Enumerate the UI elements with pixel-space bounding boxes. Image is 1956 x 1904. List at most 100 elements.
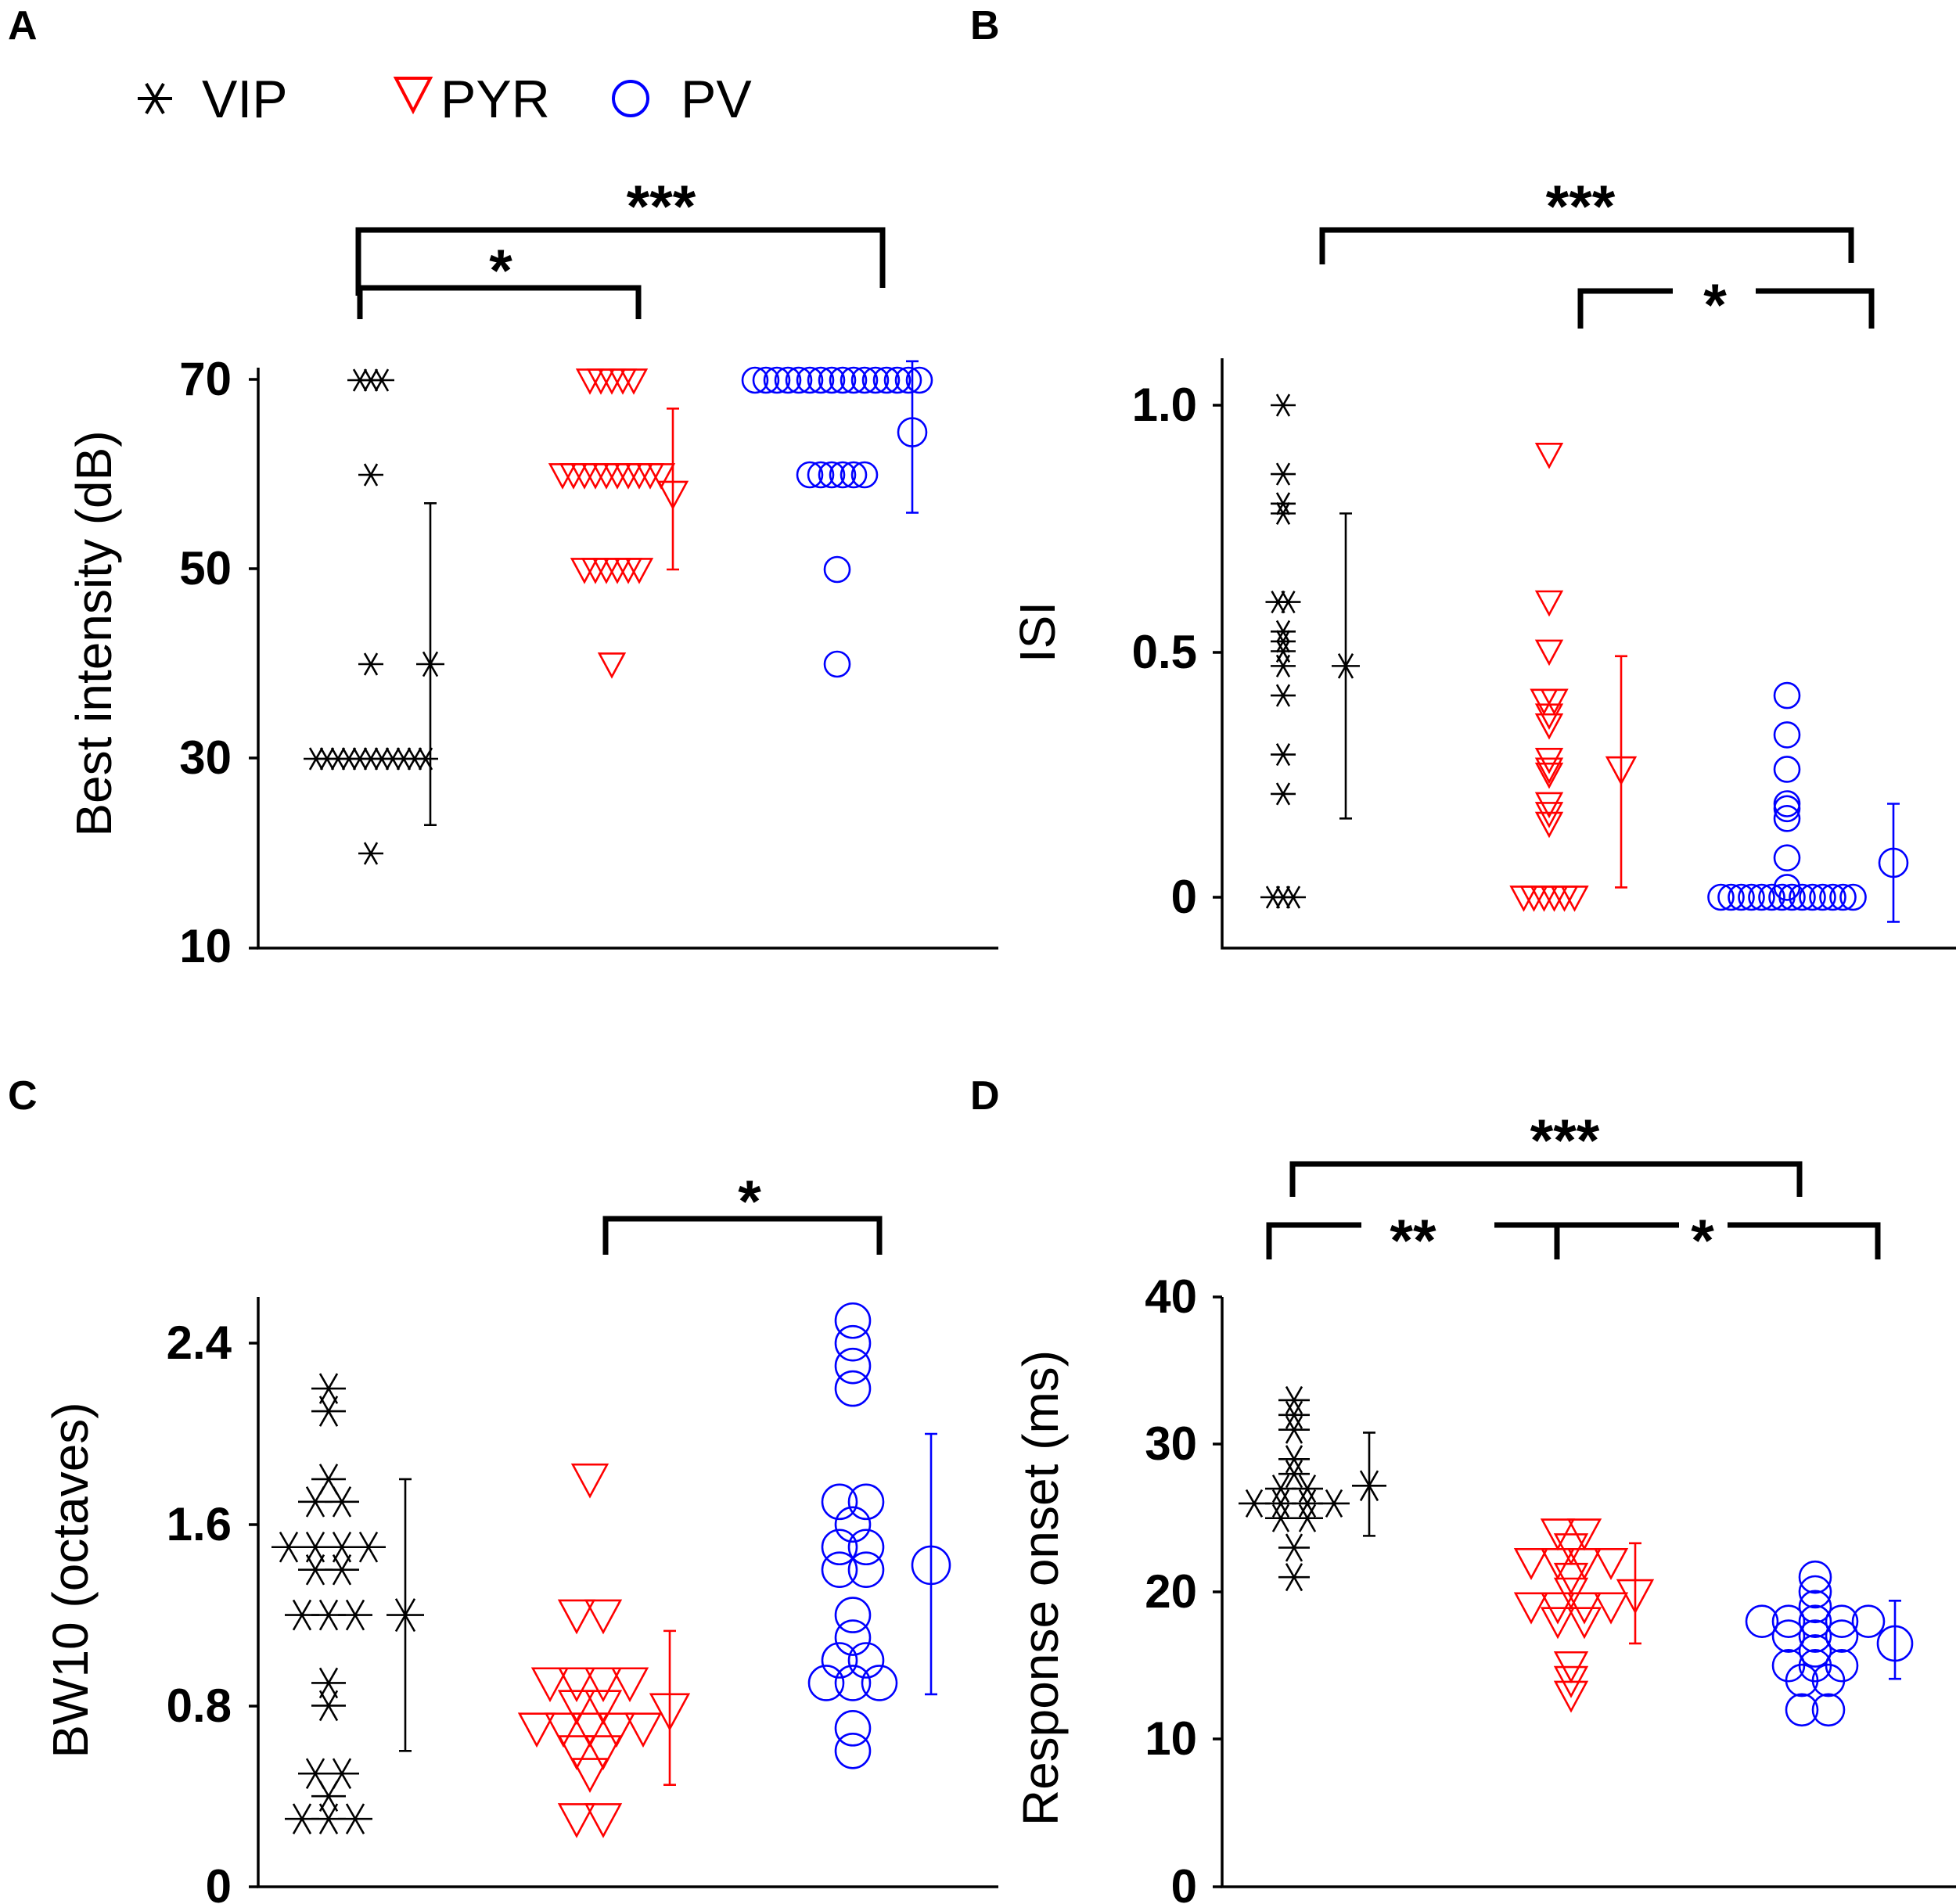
panel-d-vip-point <box>1265 1503 1296 1532</box>
panel-a-sig-vip-pyr: * <box>489 238 512 304</box>
panel-a-pv-point <box>807 366 835 394</box>
panel-b-pyr-point <box>1534 811 1564 839</box>
panel-a-pv-point <box>872 366 901 394</box>
panel-b-pyr-point <box>1534 703 1564 731</box>
panel-c-pyr-point <box>570 1463 609 1499</box>
panel-b-pv-point <box>1768 883 1796 911</box>
panel-d-pv-point <box>1798 1575 1832 1609</box>
panel-a-vip-point <box>369 368 394 392</box>
panel-d-pv-point <box>1811 1663 1846 1697</box>
panel-d-vip-point <box>1278 1385 1310 1414</box>
panel-d-vip-point <box>1265 1489 1296 1518</box>
panel-b-pv-error-bar <box>1887 803 1900 923</box>
panel-b-sig-pyr-pv: * <box>1703 272 1727 339</box>
panel-d-pyr-point <box>1566 1607 1602 1640</box>
panel-a-pyr-point <box>619 368 649 395</box>
panel-a-pv-point <box>829 366 857 394</box>
panel-d-vip-point <box>1278 1533 1310 1562</box>
panel-a-pv-point <box>894 366 922 394</box>
panel-d-pyr-error-bar <box>1629 1542 1641 1645</box>
panel-c-pv-point <box>834 1597 872 1633</box>
panel-b-pyr-point <box>1540 688 1569 716</box>
panel-d-pyr-point <box>1593 1592 1629 1625</box>
panel-d-pv-mean <box>1876 1625 1914 1662</box>
panel-d-sig-pyr-pv: * <box>1691 1208 1714 1274</box>
panel-a-pyr-mean <box>656 480 689 510</box>
panel-d-pv-point <box>1811 1693 1846 1727</box>
panel-c-pyr-point <box>570 1758 609 1793</box>
panel-a-pv-point <box>905 366 933 394</box>
panel-label-a: A <box>8 3 38 48</box>
panel-d-vip-point <box>1292 1503 1323 1532</box>
panel-c-pyr-point <box>544 1712 583 1748</box>
panel-b-markers <box>1260 393 1909 923</box>
legend-pv-label: PV <box>681 70 752 129</box>
panel-b-pv-point <box>1773 795 1801 823</box>
panel-c-vip-point <box>351 1531 386 1563</box>
panel-b-vip-point <box>1271 782 1296 806</box>
panel-b-vip-point <box>1271 684 1296 707</box>
panel-d-vip-point <box>1278 1445 1310 1474</box>
panel-b-pyr-mean <box>1605 756 1638 786</box>
panel-b-sig-vip-pv: *** <box>1546 174 1616 240</box>
panel-d-pv-error-bar <box>1889 1600 1901 1680</box>
panel-d-pv-point <box>1785 1663 1819 1697</box>
legend: VIP PYR PV <box>138 70 752 129</box>
panel-d-vip-point <box>1278 1563 1310 1592</box>
panel-d-pyr-point <box>1513 1548 1549 1581</box>
panel-b-pv-point <box>1773 790 1801 817</box>
panel-c-tick-label-0: 0 <box>206 1860 232 1904</box>
panel-c-pv-point <box>861 1665 898 1701</box>
panel-c-pv-error-bar <box>925 1432 937 1696</box>
panel-b-pv-point <box>1707 883 1735 911</box>
legend-vip-marker <box>138 82 172 115</box>
panel-c-pv-point <box>834 1370 872 1407</box>
panel-c-pyr-point <box>557 1667 596 1703</box>
panel-a-pv-point <box>763 366 791 394</box>
panel-d-pv-point <box>1825 1604 1859 1638</box>
panel-a-tick-label-30: 30 <box>179 731 232 784</box>
panel-label-b: B <box>970 3 1000 48</box>
panel-c-vip-point <box>325 1758 359 1790</box>
panel-c-pyr-point <box>584 1803 623 1838</box>
panel-b-pyr-error-bar <box>1615 655 1627 889</box>
panel-b-pyr-point <box>1534 762 1564 789</box>
panel-a-tick-label-50: 50 <box>179 542 232 595</box>
panel-d-vip-point <box>1278 1460 1310 1489</box>
panel-c-pv-point <box>847 1551 885 1588</box>
panel-a-tick-label-70: 70 <box>179 353 232 405</box>
panel-a-pv-point <box>796 366 824 394</box>
panel-d-vip-point <box>1292 1475 1323 1503</box>
panel-c-pv-point <box>847 1483 885 1521</box>
legend-pyr-label: PYR <box>440 70 550 129</box>
panel-d-bracket-pv <box>1728 1222 1881 1259</box>
panel-a-pv-point <box>774 366 802 394</box>
panel-b-pv-point <box>1819 883 1846 911</box>
panel-c-pyr-point <box>584 1599 623 1635</box>
panel-d-vip-point <box>1278 1400 1310 1429</box>
panel-d-pyr-point <box>1540 1607 1576 1640</box>
panel-a-tick-label-10: 10 <box>179 920 232 972</box>
panel-c-tick-label-08: 0.8 <box>167 1679 232 1732</box>
panel-a-pv-point <box>752 366 780 394</box>
panel-c-vip-point <box>311 1780 346 1812</box>
panel-b-tick-label-0: 0 <box>1171 871 1197 923</box>
panel-b-y-axis-title: ISI <box>1009 602 1066 663</box>
panel-b-pyr-point <box>1534 747 1564 774</box>
panel-c: 0 0.8 1.6 2.4 BW10 (octaves) * <box>42 1169 998 1904</box>
panel-b-tick-label-1: 1.0 <box>1132 379 1197 431</box>
panel-b-bracket-pyr-pv-left <box>1577 288 1673 329</box>
panel-c-pv-point <box>834 1665 872 1701</box>
panel-b-axes <box>1221 358 1956 950</box>
panel-b-pv-point <box>1773 681 1801 710</box>
panel-c-vip-point <box>325 1554 359 1586</box>
panel-d-pv-point <box>1798 1634 1832 1668</box>
panel-d-vip-point <box>1265 1475 1296 1503</box>
panel-a-pv-point <box>840 461 868 489</box>
panel-c-vip-point <box>311 1690 346 1722</box>
panel-c-vip-point <box>338 1599 372 1631</box>
panel-label-d: D <box>970 1073 1000 1119</box>
panel-c-vip-point <box>311 1667 346 1699</box>
panel-b-pv-mean <box>1878 847 1909 878</box>
panel-c-pyr-point <box>557 1599 596 1635</box>
